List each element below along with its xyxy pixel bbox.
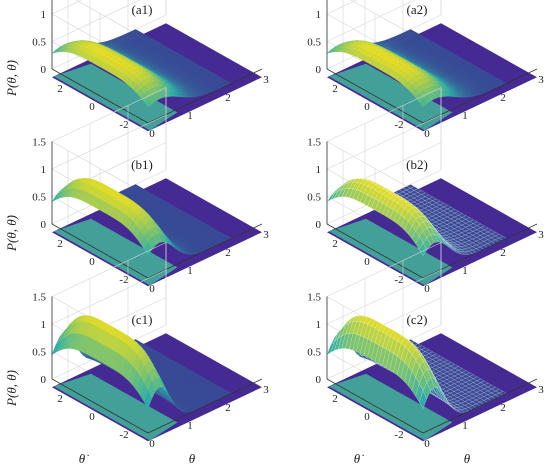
theta-tick-label: 1 bbox=[187, 110, 193, 122]
z-tick-label: 0 bbox=[316, 64, 322, 76]
z-tick-label: 0 bbox=[41, 219, 47, 231]
theta-tick-label: 3 bbox=[538, 74, 544, 86]
z-tick-label: 0.5 bbox=[32, 192, 46, 204]
z-tick-label: 1.5 bbox=[307, 292, 321, 304]
z-tick-label: 1.5 bbox=[32, 292, 46, 304]
theta-tick-label: 1 bbox=[462, 110, 468, 122]
theta-tick-label: 2 bbox=[225, 247, 231, 259]
thetadot-tick-label: 2 bbox=[332, 238, 338, 250]
thetadot-axis-label: θ̇ bbox=[354, 451, 364, 466]
theta-tick-label: 0 bbox=[424, 438, 430, 450]
panel-label: (b1) bbox=[131, 157, 153, 172]
thetadot-tick-label: 0 bbox=[364, 411, 370, 423]
theta-tick-label: 3 bbox=[538, 229, 544, 241]
z-tick-label: 0 bbox=[41, 64, 47, 76]
z-axis-label: P(θ, θ̇) bbox=[4, 370, 19, 407]
thetadot-tick-label: 2 bbox=[57, 83, 63, 95]
z-axis-label: P(θ, θ̇) bbox=[4, 215, 19, 252]
theta-tick-label: 3 bbox=[263, 229, 269, 241]
z-tick-label: 1 bbox=[316, 319, 322, 331]
theta-tick-label: 0 bbox=[424, 128, 430, 140]
panel-label: (c1) bbox=[132, 312, 153, 327]
panel-label: (a1) bbox=[132, 2, 153, 17]
theta-tick-label: 0 bbox=[424, 283, 430, 295]
theta-tick-label: 2 bbox=[500, 402, 506, 414]
thetadot-tick-label: -2 bbox=[394, 274, 403, 286]
theta-tick-label: 2 bbox=[500, 247, 506, 259]
z-tick-label: 1 bbox=[41, 9, 47, 21]
theta-axis-label: θ bbox=[464, 451, 471, 466]
theta-tick-label: 1 bbox=[187, 265, 193, 277]
thetadot-tick-label: -2 bbox=[394, 119, 403, 131]
thetadot-axis-label: θ̇ bbox=[79, 451, 89, 466]
z-tick-label: 0 bbox=[316, 219, 322, 231]
z-tick-label: 0.5 bbox=[307, 347, 321, 359]
z-axis-label: P(θ, θ̇) bbox=[4, 60, 19, 97]
theta-tick-label: 3 bbox=[538, 384, 544, 396]
z-tick-label: 0 bbox=[316, 374, 322, 386]
thetadot-tick-label: 2 bbox=[332, 83, 338, 95]
z-tick-label: 0.5 bbox=[307, 37, 321, 49]
z-tick-label: 1 bbox=[41, 164, 47, 176]
theta-tick-label: 1 bbox=[462, 265, 468, 277]
theta-tick-label: 2 bbox=[225, 92, 231, 104]
theta-tick-label: 1 bbox=[462, 420, 468, 432]
z-tick-label: 0.5 bbox=[32, 347, 46, 359]
theta-tick-label: 0 bbox=[149, 438, 155, 450]
thetadot-tick-label: 0 bbox=[89, 256, 95, 268]
thetadot-tick-label: 0 bbox=[89, 101, 95, 113]
panel-label: (b2) bbox=[406, 157, 428, 172]
thetadot-tick-label: -2 bbox=[119, 274, 128, 286]
theta-tick-label: 3 bbox=[263, 384, 269, 396]
z-tick-label: 0 bbox=[41, 374, 47, 386]
z-tick-label: 1 bbox=[316, 9, 322, 21]
theta-tick-label: 0 bbox=[149, 128, 155, 140]
thetadot-tick-label: -2 bbox=[119, 119, 128, 131]
thetadot-tick-label: 0 bbox=[364, 101, 370, 113]
thetadot-tick-label: -2 bbox=[119, 429, 128, 441]
theta-tick-label: 3 bbox=[263, 74, 269, 86]
thetadot-tick-label: 0 bbox=[364, 256, 370, 268]
thetadot-tick-label: -2 bbox=[394, 429, 403, 441]
z-tick-label: 1.5 bbox=[32, 137, 46, 149]
theta-axis-label: θ bbox=[189, 451, 196, 466]
theta-tick-label: 2 bbox=[500, 92, 506, 104]
z-tick-label: 1 bbox=[316, 164, 322, 176]
panel-label: (c2) bbox=[407, 312, 428, 327]
theta-tick-label: 1 bbox=[187, 420, 193, 432]
theta-tick-label: 0 bbox=[149, 283, 155, 295]
z-tick-label: 0.5 bbox=[307, 192, 321, 204]
thetadot-tick-label: 2 bbox=[332, 393, 338, 405]
z-tick-label: 0.5 bbox=[32, 37, 46, 49]
thetadot-tick-label: 0 bbox=[89, 411, 95, 423]
thetadot-tick-label: 2 bbox=[57, 393, 63, 405]
panel-label: (a2) bbox=[407, 2, 428, 17]
z-tick-label: 1.5 bbox=[307, 137, 321, 149]
theta-tick-label: 2 bbox=[225, 402, 231, 414]
z-tick-label: 1 bbox=[41, 319, 47, 331]
thetadot-tick-label: 2 bbox=[57, 238, 63, 250]
